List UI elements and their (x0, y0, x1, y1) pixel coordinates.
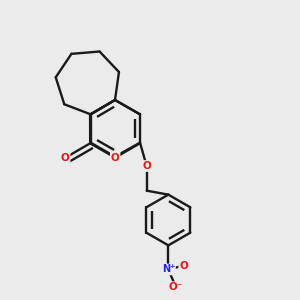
Text: O: O (142, 161, 151, 171)
Text: O: O (61, 153, 70, 163)
Text: O⁻: O⁻ (169, 282, 183, 292)
Text: O: O (179, 261, 188, 271)
Text: O: O (111, 153, 119, 163)
Text: N⁺: N⁺ (162, 265, 175, 275)
